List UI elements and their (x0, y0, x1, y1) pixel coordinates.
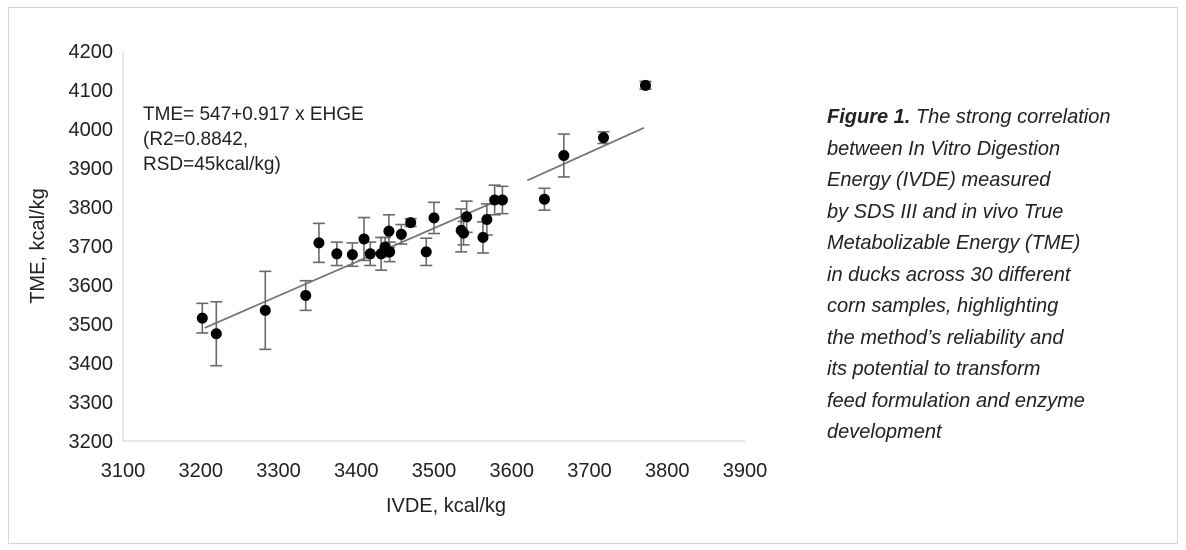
trend-lines (204, 127, 645, 329)
x-tick-label: 3200 (179, 460, 224, 482)
data-point (210, 328, 222, 340)
data-point (331, 248, 343, 260)
data-point (259, 304, 271, 316)
x-tick-labels: 3100 3200 3300 3400 3500 3600 3700 3800 3900 (101, 460, 768, 482)
y-tick-label: 3500 (69, 314, 114, 336)
y-tick-label: 3700 (69, 236, 114, 258)
caption-line: its potential to transform (827, 358, 1041, 380)
annotation-line-2: (R2=0.8842, (143, 129, 248, 150)
x-axis-title: IVDE, kcal/kg (386, 495, 506, 517)
data-point (477, 231, 489, 243)
data-point (558, 150, 570, 162)
figure-frame (8, 7, 1178, 544)
data-point (420, 246, 432, 258)
data-point (538, 193, 550, 205)
caption-line: feed formulation and enzyme (827, 389, 1085, 412)
data-point (496, 194, 508, 206)
y-tick-label: 4200 (69, 41, 114, 63)
y-tick-label: 3300 (69, 392, 114, 414)
caption-line: The strong correlation (910, 106, 1111, 128)
x-tick-label: 3100 (101, 460, 146, 482)
x-tick-label: 3800 (645, 460, 690, 482)
caption-line: corn samples, highlighting (827, 295, 1059, 317)
data-point (481, 213, 493, 225)
caption-line: development (827, 421, 942, 443)
x-tick-label: 3700 (567, 460, 612, 482)
data-point (300, 290, 312, 302)
data-point (383, 225, 395, 237)
x-tick-label: 3400 (334, 460, 379, 482)
data-point (364, 248, 376, 260)
data-point (461, 211, 473, 223)
y-tick-label: 4000 (69, 119, 114, 141)
y-tick-label: 3800 (69, 197, 114, 219)
data-point (597, 132, 609, 144)
annotation-line-1: TME= 547+0.917 x EHGE (143, 104, 364, 125)
y-tick-label: 3400 (69, 353, 114, 375)
scatter-chart: 3200 3300 3400 3500 3600 3700 3800 3900 4000 4100… (27, 41, 768, 517)
data-point (196, 312, 208, 324)
caption-line: between In Vitro Digestion (827, 137, 1061, 160)
y-tick-label: 3900 (69, 158, 114, 180)
trend-line (526, 127, 645, 182)
x-tick-label: 3600 (490, 460, 535, 482)
trend-line (204, 200, 497, 329)
data-points (196, 79, 651, 340)
caption-line: Energy (IVDE) measured (827, 169, 1051, 191)
caption-line: Metabolizable Energy (TME) (827, 232, 1081, 254)
caption-line: in ducks across 30 different (827, 263, 1071, 286)
x-tick-label: 3300 (256, 460, 301, 482)
data-point (346, 249, 358, 261)
data-point (489, 194, 501, 206)
y-tick-label: 4100 (69, 80, 114, 102)
data-point (358, 233, 370, 245)
caption-line: the method’s reliability and (827, 326, 1064, 349)
y-axis-title: TME, kcal/kg (27, 188, 49, 304)
x-tick-label: 3900 (723, 460, 768, 482)
y-tick-label: 3200 (69, 431, 114, 453)
data-point (395, 228, 407, 240)
data-point (405, 217, 417, 229)
data-point (384, 246, 396, 258)
data-point (428, 212, 440, 224)
data-point (639, 79, 651, 91)
regression-annotation: TME= 547+0.917 x EHGE (R2=0.8842, RSD=45… (143, 104, 364, 175)
y-tick-labels: 3200 3300 3400 3500 3600 3700 3800 3900 4000 4100… (69, 41, 114, 453)
x-tick-label: 3500 (412, 460, 457, 482)
data-point (313, 237, 325, 249)
annotation-line-3: RSD=45kcal/kg) (143, 154, 281, 175)
caption-heading: Figure 1. (827, 106, 911, 128)
data-point (458, 227, 470, 239)
caption-line: by SDS III and in vivo True (827, 200, 1064, 223)
figure-caption: Figure 1. The strong correlation between… (827, 102, 1167, 449)
y-tick-label: 3600 (69, 275, 114, 297)
